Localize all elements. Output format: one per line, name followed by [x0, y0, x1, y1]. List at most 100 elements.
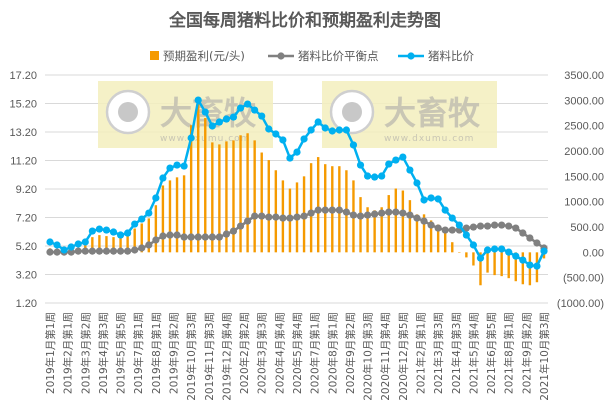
right-tick-label: 500.00: [570, 222, 604, 234]
profit-bar: [472, 252, 475, 266]
data-point: [251, 212, 259, 220]
data-point: [371, 210, 379, 218]
x-tick-label: 2020年9月第2周: [344, 312, 357, 394]
profit-bar: [394, 188, 397, 253]
x-tick-label: 2019年10月第3周: [185, 312, 198, 401]
data-point: [356, 212, 365, 220]
data-point: [349, 141, 358, 149]
data-point: [152, 194, 160, 202]
x-tick-label: 2020年11月第4周: [379, 312, 392, 401]
data-point: [300, 212, 308, 220]
profit-bar: [316, 157, 320, 253]
data-point: [145, 209, 153, 217]
data-point: [321, 124, 329, 132]
right-tick-label: (1000.00): [557, 298, 604, 310]
data-point: [166, 231, 174, 239]
left-tick-label: 5.20: [16, 241, 37, 253]
data-point: [356, 161, 365, 169]
data-point: [194, 96, 202, 104]
data-point: [420, 196, 428, 204]
data-point: [413, 179, 421, 187]
data-point: [455, 221, 463, 229]
data-point: [258, 112, 266, 120]
x-tick-label: 2021年9月第2周: [520, 312, 533, 394]
x-tick-label: 2019年2月第1周: [62, 312, 75, 394]
data-point: [159, 232, 167, 240]
data-point: [462, 224, 470, 232]
data-point: [138, 244, 146, 252]
profit-bar: [521, 252, 525, 285]
data-point: [251, 106, 259, 114]
profit-bar: [500, 252, 503, 277]
data-point: [392, 156, 400, 164]
data-point: [512, 224, 520, 232]
data-point: [46, 238, 54, 246]
data-point: [469, 241, 478, 249]
data-point: [180, 233, 188, 241]
x-tick-label: 2019年7月第1周: [132, 312, 145, 394]
profit-bar: [154, 205, 158, 253]
data-point: [53, 241, 61, 249]
data-point: [378, 172, 386, 180]
data-point: [519, 256, 527, 264]
data-point: [427, 194, 435, 202]
profit-bar: [429, 220, 433, 253]
profit-bar: [182, 175, 186, 253]
right-tick-label: 2000.00: [564, 146, 604, 158]
data-point: [279, 136, 287, 144]
data-point: [229, 227, 238, 235]
data-point: [215, 118, 223, 126]
x-tick-label: 2020年7月第1周: [309, 312, 322, 394]
right-tick-label: 1500.00: [564, 171, 604, 183]
data-point: [222, 230, 231, 238]
profit-bar: [486, 252, 489, 273]
legend: 预期盈利(元/头) 猪料比价平衡点 猪料比价: [150, 49, 474, 63]
right-tick-label: 1000.00: [564, 197, 604, 209]
profit-bar: [140, 223, 143, 253]
data-point: [201, 233, 209, 241]
x-tick-label: 2019年11月第3周: [203, 312, 216, 401]
data-point: [215, 233, 223, 241]
data-point: [173, 161, 181, 169]
data-point: [279, 214, 287, 222]
data-point: [81, 238, 89, 246]
data-point: [53, 248, 61, 256]
data-point: [67, 248, 75, 256]
data-point: [385, 208, 393, 216]
data-point: [95, 247, 103, 255]
data-point: [265, 125, 273, 133]
data-point: [131, 220, 139, 228]
x-tick-label: 2021年3月第3周: [432, 312, 445, 394]
data-point: [152, 236, 160, 244]
series-lines: [46, 96, 548, 270]
profit-bar: [267, 160, 270, 253]
data-point: [314, 206, 322, 214]
data-point: [102, 226, 111, 234]
profit-bar: [133, 228, 136, 253]
profit-bar: [204, 118, 207, 253]
data-point: [159, 174, 167, 182]
data-point: [469, 223, 478, 231]
x-tick-label: 2021年10月第3周: [538, 312, 551, 401]
data-point: [476, 254, 485, 262]
data-point: [109, 228, 118, 236]
data-point: [462, 231, 470, 239]
data-point: [187, 134, 195, 142]
profit-bar: [542, 252, 546, 259]
data-point: [173, 231, 181, 239]
x-tick-label: 2019年1月第1周: [44, 312, 57, 394]
x-tick-label: 2019年5月第5周: [115, 312, 128, 394]
data-point: [180, 162, 188, 170]
profit-bar: [253, 140, 256, 253]
x-tick-label: 2020年12月第5周: [397, 312, 410, 401]
data-point: [116, 231, 125, 239]
data-point: [533, 239, 541, 247]
data-point: [399, 153, 407, 161]
right-tick-label: 0.00: [583, 247, 604, 259]
left-tick-label: 3.20: [16, 270, 37, 282]
data-point: [307, 209, 315, 217]
profit-bar: [197, 100, 200, 253]
data-point: [236, 104, 245, 112]
profit-bar: [528, 252, 532, 286]
